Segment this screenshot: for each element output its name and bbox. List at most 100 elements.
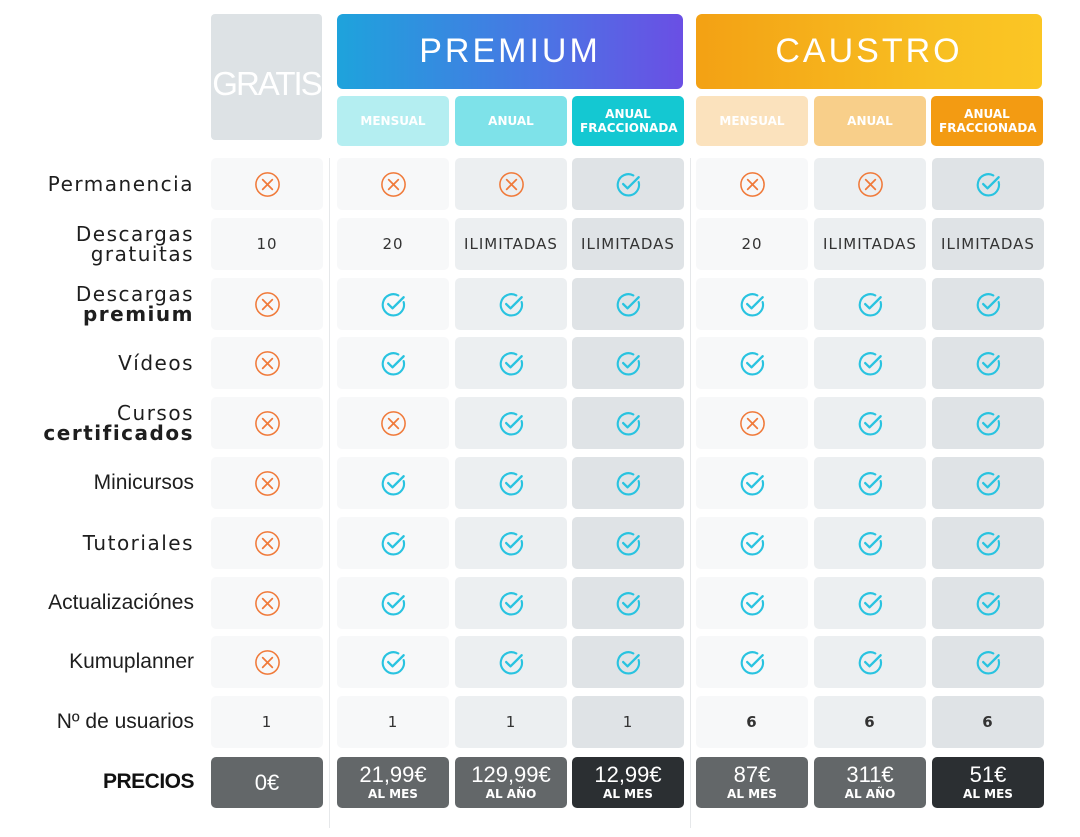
table-cell [211, 337, 323, 389]
table-cell [814, 158, 926, 210]
row-label-line: certificados [43, 421, 194, 445]
table-cell [814, 577, 926, 629]
plan-title-premium: PREMIUM [419, 32, 601, 70]
sub-label: ANUAL FRACCIONADA [939, 107, 1037, 135]
premium-sub-mensual[interactable]: MENSUAL [337, 96, 449, 146]
price-tag[interactable]: 12,99€ AL MES [572, 757, 684, 808]
price-period: AL MES [963, 787, 1013, 801]
cross-icon [498, 171, 524, 197]
check-icon [381, 292, 405, 316]
table-cell [211, 636, 323, 688]
check-icon [740, 471, 764, 495]
divider-gratis-premium [329, 158, 330, 828]
table-cell [814, 278, 926, 330]
row-label: Minicursos [10, 457, 194, 509]
table-cell [696, 457, 808, 509]
premium-sub-anual-fraccionada[interactable]: ANUAL FRACCIONADA [572, 96, 684, 146]
row-label-line: premium [82, 302, 194, 326]
table-cell [337, 397, 449, 449]
check-icon [858, 411, 882, 435]
table-cell [572, 457, 684, 509]
table-cell [932, 517, 1044, 569]
table-cell: 1 [211, 696, 323, 748]
cross-icon [254, 530, 280, 556]
check-icon [740, 650, 764, 674]
table-cell [932, 397, 1044, 449]
check-icon [499, 591, 523, 615]
row-label-line: Nº de usuarios [56, 710, 194, 733]
price-tag[interactable]: 51€ AL MES [932, 757, 1044, 808]
check-icon [381, 471, 405, 495]
row-label-line: Vídeos [118, 351, 194, 375]
table-cell [211, 577, 323, 629]
sub-label: MENSUAL [360, 114, 426, 128]
row-label: Descargas premium [10, 278, 194, 330]
cross-icon [857, 171, 883, 197]
caustro-sub-mensual[interactable]: MENSUAL [696, 96, 808, 146]
row-label-line: Descargas [75, 282, 194, 306]
plan-title-caustro: CAUSTRO [775, 32, 963, 70]
check-icon [616, 351, 640, 375]
price-amount: 311€ [846, 762, 894, 787]
plan-title-gratis: GRATIS [212, 65, 322, 102]
check-icon [976, 531, 1000, 555]
price-tag[interactable]: 129,99€ AL AÑO [455, 757, 567, 808]
table-cell [337, 337, 449, 389]
check-icon [499, 411, 523, 435]
sub-label: ANUAL [488, 114, 534, 128]
table-cell [572, 397, 684, 449]
row-label-line: Tutoriales [82, 531, 194, 555]
table-cell [814, 636, 926, 688]
row-label: Permanencia [10, 158, 194, 210]
table-cell [455, 337, 567, 389]
price-tag[interactable]: 0€ [211, 757, 323, 808]
cross-icon [254, 350, 280, 376]
price-amount: 21,99€ [359, 762, 427, 787]
check-icon [976, 292, 1000, 316]
cross-icon [254, 171, 280, 197]
table-cell [932, 577, 1044, 629]
row-label-line: Cursos [117, 401, 194, 425]
check-icon [976, 591, 1000, 615]
caustro-sub-anual-fraccionada[interactable]: ANUAL FRACCIONADA [931, 96, 1043, 146]
row-label-line: Kumuplanner [69, 650, 194, 673]
table-cell: 6 [932, 696, 1044, 748]
cross-icon [739, 171, 765, 197]
cell-value: ILIMITADAS [464, 235, 558, 253]
table-cell [572, 636, 684, 688]
table-cell [696, 278, 808, 330]
cell-value: 1 [387, 713, 399, 731]
cell-value: ILIMITADAS [581, 235, 675, 253]
check-icon [740, 591, 764, 615]
caustro-sub-anual[interactable]: ANUAL [814, 96, 926, 146]
price-tag[interactable]: 311€ AL AÑO [814, 757, 926, 808]
plan-header-premium: PREMIUM [337, 14, 683, 89]
table-cell [932, 457, 1044, 509]
cross-icon [254, 291, 280, 317]
check-icon [499, 292, 523, 316]
table-cell [814, 337, 926, 389]
sub-label: ANUAL [847, 114, 893, 128]
premium-sub-anual[interactable]: ANUAL [455, 96, 567, 146]
check-icon [858, 591, 882, 615]
price-tag[interactable]: 21,99€ AL MES [337, 757, 449, 808]
check-icon [858, 471, 882, 495]
price-tag[interactable]: 87€ AL MES [696, 757, 808, 808]
sub-label: MENSUAL [719, 114, 785, 128]
check-icon [976, 471, 1000, 495]
check-icon [616, 650, 640, 674]
check-icon [976, 172, 1000, 196]
table-cell [932, 636, 1044, 688]
table-cell [814, 517, 926, 569]
row-label-line: Actualizaciónes [48, 591, 194, 614]
price-amount: 129,99€ [471, 762, 551, 787]
cell-value: 6 [746, 713, 758, 731]
divider-premium-caustro [690, 158, 691, 828]
check-icon [616, 411, 640, 435]
price-amount: 51€ [969, 762, 1007, 787]
table-cell [337, 278, 449, 330]
table-cell [337, 577, 449, 629]
price-period: AL MES [727, 787, 777, 801]
table-cell [932, 158, 1044, 210]
cross-icon [739, 410, 765, 436]
